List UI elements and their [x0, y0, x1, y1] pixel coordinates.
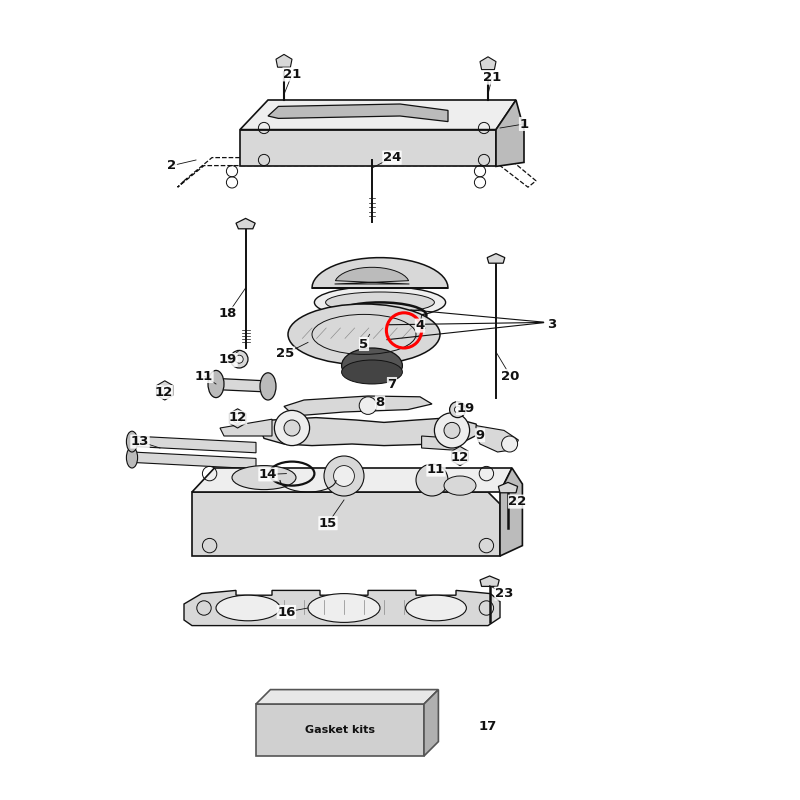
- Text: 12: 12: [155, 386, 173, 398]
- Circle shape: [334, 466, 354, 486]
- Ellipse shape: [314, 286, 446, 318]
- Ellipse shape: [208, 370, 224, 398]
- Circle shape: [359, 397, 377, 414]
- Circle shape: [455, 451, 465, 461]
- Text: 12: 12: [451, 451, 469, 464]
- Polygon shape: [220, 419, 272, 436]
- Ellipse shape: [216, 595, 280, 621]
- Text: 3: 3: [547, 318, 557, 331]
- Text: 21: 21: [483, 71, 501, 84]
- Polygon shape: [312, 258, 448, 288]
- Polygon shape: [132, 452, 256, 469]
- Circle shape: [454, 406, 461, 413]
- Polygon shape: [422, 436, 458, 450]
- Polygon shape: [184, 590, 500, 626]
- Text: 14: 14: [259, 468, 277, 481]
- Ellipse shape: [126, 447, 138, 468]
- Polygon shape: [452, 446, 468, 466]
- Text: 15: 15: [319, 517, 337, 530]
- Polygon shape: [476, 426, 518, 452]
- Circle shape: [274, 410, 310, 446]
- Text: 12: 12: [229, 411, 246, 424]
- Text: 13: 13: [131, 435, 149, 448]
- Circle shape: [450, 402, 466, 418]
- Polygon shape: [157, 381, 173, 400]
- Circle shape: [230, 350, 248, 368]
- Polygon shape: [498, 482, 518, 493]
- Polygon shape: [500, 468, 522, 556]
- Text: 11: 11: [195, 370, 213, 382]
- Ellipse shape: [342, 360, 402, 384]
- Polygon shape: [496, 100, 524, 166]
- Text: 21: 21: [283, 68, 301, 81]
- Ellipse shape: [232, 466, 296, 490]
- Ellipse shape: [288, 304, 440, 365]
- Text: 16: 16: [278, 606, 295, 618]
- Circle shape: [324, 456, 364, 496]
- Ellipse shape: [326, 292, 434, 313]
- Circle shape: [233, 414, 242, 423]
- Text: 1: 1: [519, 118, 529, 130]
- Text: 8: 8: [375, 396, 385, 409]
- Circle shape: [160, 386, 170, 395]
- Polygon shape: [192, 468, 512, 492]
- Text: 7: 7: [387, 378, 397, 390]
- Polygon shape: [256, 690, 438, 704]
- Circle shape: [235, 355, 243, 363]
- Text: 25: 25: [277, 347, 294, 360]
- Ellipse shape: [444, 476, 476, 495]
- Polygon shape: [260, 418, 480, 446]
- Text: 17: 17: [479, 720, 497, 733]
- Text: 22: 22: [509, 495, 526, 508]
- Polygon shape: [216, 378, 268, 392]
- Circle shape: [502, 436, 518, 452]
- Polygon shape: [276, 54, 292, 67]
- Ellipse shape: [126, 431, 138, 452]
- Text: 19: 19: [457, 402, 474, 414]
- Circle shape: [444, 422, 460, 438]
- Polygon shape: [132, 436, 256, 453]
- Ellipse shape: [406, 595, 466, 621]
- Circle shape: [284, 420, 300, 436]
- Text: Gasket kits: Gasket kits: [305, 725, 375, 735]
- Polygon shape: [268, 104, 448, 122]
- Circle shape: [434, 413, 470, 448]
- Text: 18: 18: [219, 307, 237, 320]
- Polygon shape: [284, 396, 432, 416]
- Text: 2: 2: [167, 159, 177, 172]
- Polygon shape: [236, 218, 255, 229]
- Text: 19: 19: [219, 354, 237, 366]
- Text: 11: 11: [427, 463, 445, 476]
- Polygon shape: [256, 704, 424, 756]
- Polygon shape: [480, 576, 499, 586]
- Circle shape: [416, 464, 448, 496]
- Polygon shape: [240, 130, 496, 166]
- Text: 23: 23: [495, 587, 513, 600]
- Polygon shape: [334, 267, 410, 284]
- Text: 20: 20: [502, 370, 519, 382]
- Polygon shape: [487, 254, 505, 263]
- Text: 9: 9: [475, 429, 485, 442]
- Polygon shape: [480, 57, 496, 70]
- Ellipse shape: [260, 373, 276, 400]
- Ellipse shape: [342, 348, 402, 383]
- Polygon shape: [424, 690, 438, 756]
- Polygon shape: [192, 492, 500, 556]
- Polygon shape: [230, 409, 246, 428]
- Text: 4: 4: [415, 319, 425, 332]
- Text: 24: 24: [383, 151, 401, 164]
- Polygon shape: [240, 100, 516, 130]
- Ellipse shape: [308, 594, 380, 622]
- Text: 5: 5: [359, 338, 369, 350]
